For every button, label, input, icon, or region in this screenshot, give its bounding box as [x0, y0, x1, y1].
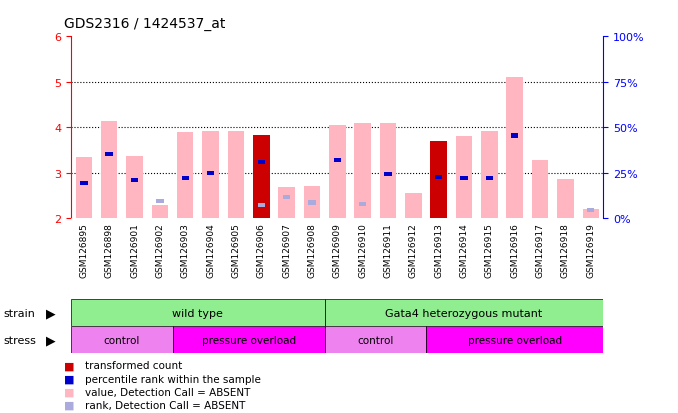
Text: GSM126908: GSM126908: [307, 223, 317, 278]
Bar: [126, 156, 143, 219]
Bar: [431, 142, 447, 219]
Text: GSM126910: GSM126910: [358, 223, 367, 278]
Bar: [426, 326, 603, 353]
Text: GSM126904: GSM126904: [206, 223, 215, 278]
Bar: [355, 123, 371, 219]
Bar: [101, 121, 117, 219]
Text: GSM126898: GSM126898: [104, 223, 114, 278]
Bar: [152, 205, 168, 219]
Bar: [481, 132, 498, 219]
Text: ■: ■: [64, 400, 75, 410]
Bar: [329, 126, 346, 219]
Text: GSM126895: GSM126895: [79, 223, 88, 278]
Text: GSM126917: GSM126917: [536, 223, 544, 278]
Text: transformed count: transformed count: [85, 361, 182, 370]
Text: GSM126918: GSM126918: [561, 223, 570, 278]
Text: value, Detection Call = ABSENT: value, Detection Call = ABSENT: [85, 387, 250, 397]
Bar: [283, 195, 290, 199]
Text: control: control: [357, 335, 393, 345]
Bar: [582, 210, 599, 219]
Bar: [131, 178, 138, 182]
Bar: [308, 201, 316, 205]
Text: control: control: [104, 335, 140, 345]
Bar: [587, 209, 595, 213]
Text: ▶: ▶: [46, 306, 56, 319]
Bar: [258, 161, 265, 165]
Text: GSM126916: GSM126916: [511, 223, 519, 278]
Bar: [532, 161, 549, 219]
Bar: [71, 326, 173, 353]
Text: strain: strain: [3, 308, 35, 318]
Text: ▶: ▶: [46, 333, 56, 346]
Bar: [325, 299, 603, 326]
Bar: [156, 199, 163, 204]
Bar: [460, 177, 468, 181]
Text: GSM126909: GSM126909: [333, 223, 342, 278]
Bar: [177, 133, 193, 219]
Text: pressure overload: pressure overload: [201, 335, 296, 345]
Bar: [485, 177, 493, 181]
Bar: [380, 123, 396, 219]
Bar: [173, 326, 325, 353]
Bar: [511, 134, 519, 138]
Text: stress: stress: [3, 335, 36, 345]
Bar: [279, 187, 295, 219]
Text: GSM126903: GSM126903: [181, 223, 190, 278]
Text: ■: ■: [64, 387, 75, 397]
Text: percentile rank within the sample: percentile rank within the sample: [85, 374, 260, 384]
Bar: [435, 176, 442, 180]
Bar: [202, 132, 219, 219]
Bar: [106, 152, 113, 157]
Text: GDS2316 / 1424537_at: GDS2316 / 1424537_at: [64, 17, 226, 31]
Bar: [405, 194, 422, 219]
Bar: [384, 172, 392, 176]
Bar: [253, 136, 270, 219]
Text: GSM126914: GSM126914: [460, 223, 468, 278]
Text: Gata4 heterozygous mutant: Gata4 heterozygous mutant: [385, 308, 542, 318]
Bar: [258, 203, 265, 207]
Bar: [182, 177, 189, 181]
Text: ■: ■: [64, 374, 75, 384]
Text: GSM126919: GSM126919: [586, 223, 595, 278]
Text: GSM126901: GSM126901: [130, 223, 139, 278]
Text: GSM126906: GSM126906: [257, 223, 266, 278]
Bar: [304, 186, 320, 219]
Text: wild type: wild type: [172, 308, 223, 318]
Bar: [557, 179, 574, 219]
Text: GSM126912: GSM126912: [409, 223, 418, 278]
Bar: [456, 137, 473, 219]
Text: GSM126907: GSM126907: [282, 223, 291, 278]
Bar: [359, 202, 366, 206]
Bar: [71, 299, 325, 326]
Bar: [325, 326, 426, 353]
Bar: [76, 157, 92, 219]
Bar: [334, 159, 341, 163]
Text: ■: ■: [64, 361, 75, 370]
Text: rank, Detection Call = ABSENT: rank, Detection Call = ABSENT: [85, 400, 245, 410]
Bar: [506, 78, 523, 219]
Bar: [431, 142, 447, 219]
Text: GSM126905: GSM126905: [231, 223, 241, 278]
Bar: [80, 181, 87, 185]
Bar: [228, 132, 244, 219]
Bar: [207, 171, 214, 176]
Text: GSM126902: GSM126902: [155, 223, 164, 278]
Text: pressure overload: pressure overload: [468, 335, 562, 345]
Text: GSM126911: GSM126911: [384, 223, 393, 278]
Bar: [253, 136, 270, 219]
Text: GSM126915: GSM126915: [485, 223, 494, 278]
Text: GSM126913: GSM126913: [434, 223, 443, 278]
